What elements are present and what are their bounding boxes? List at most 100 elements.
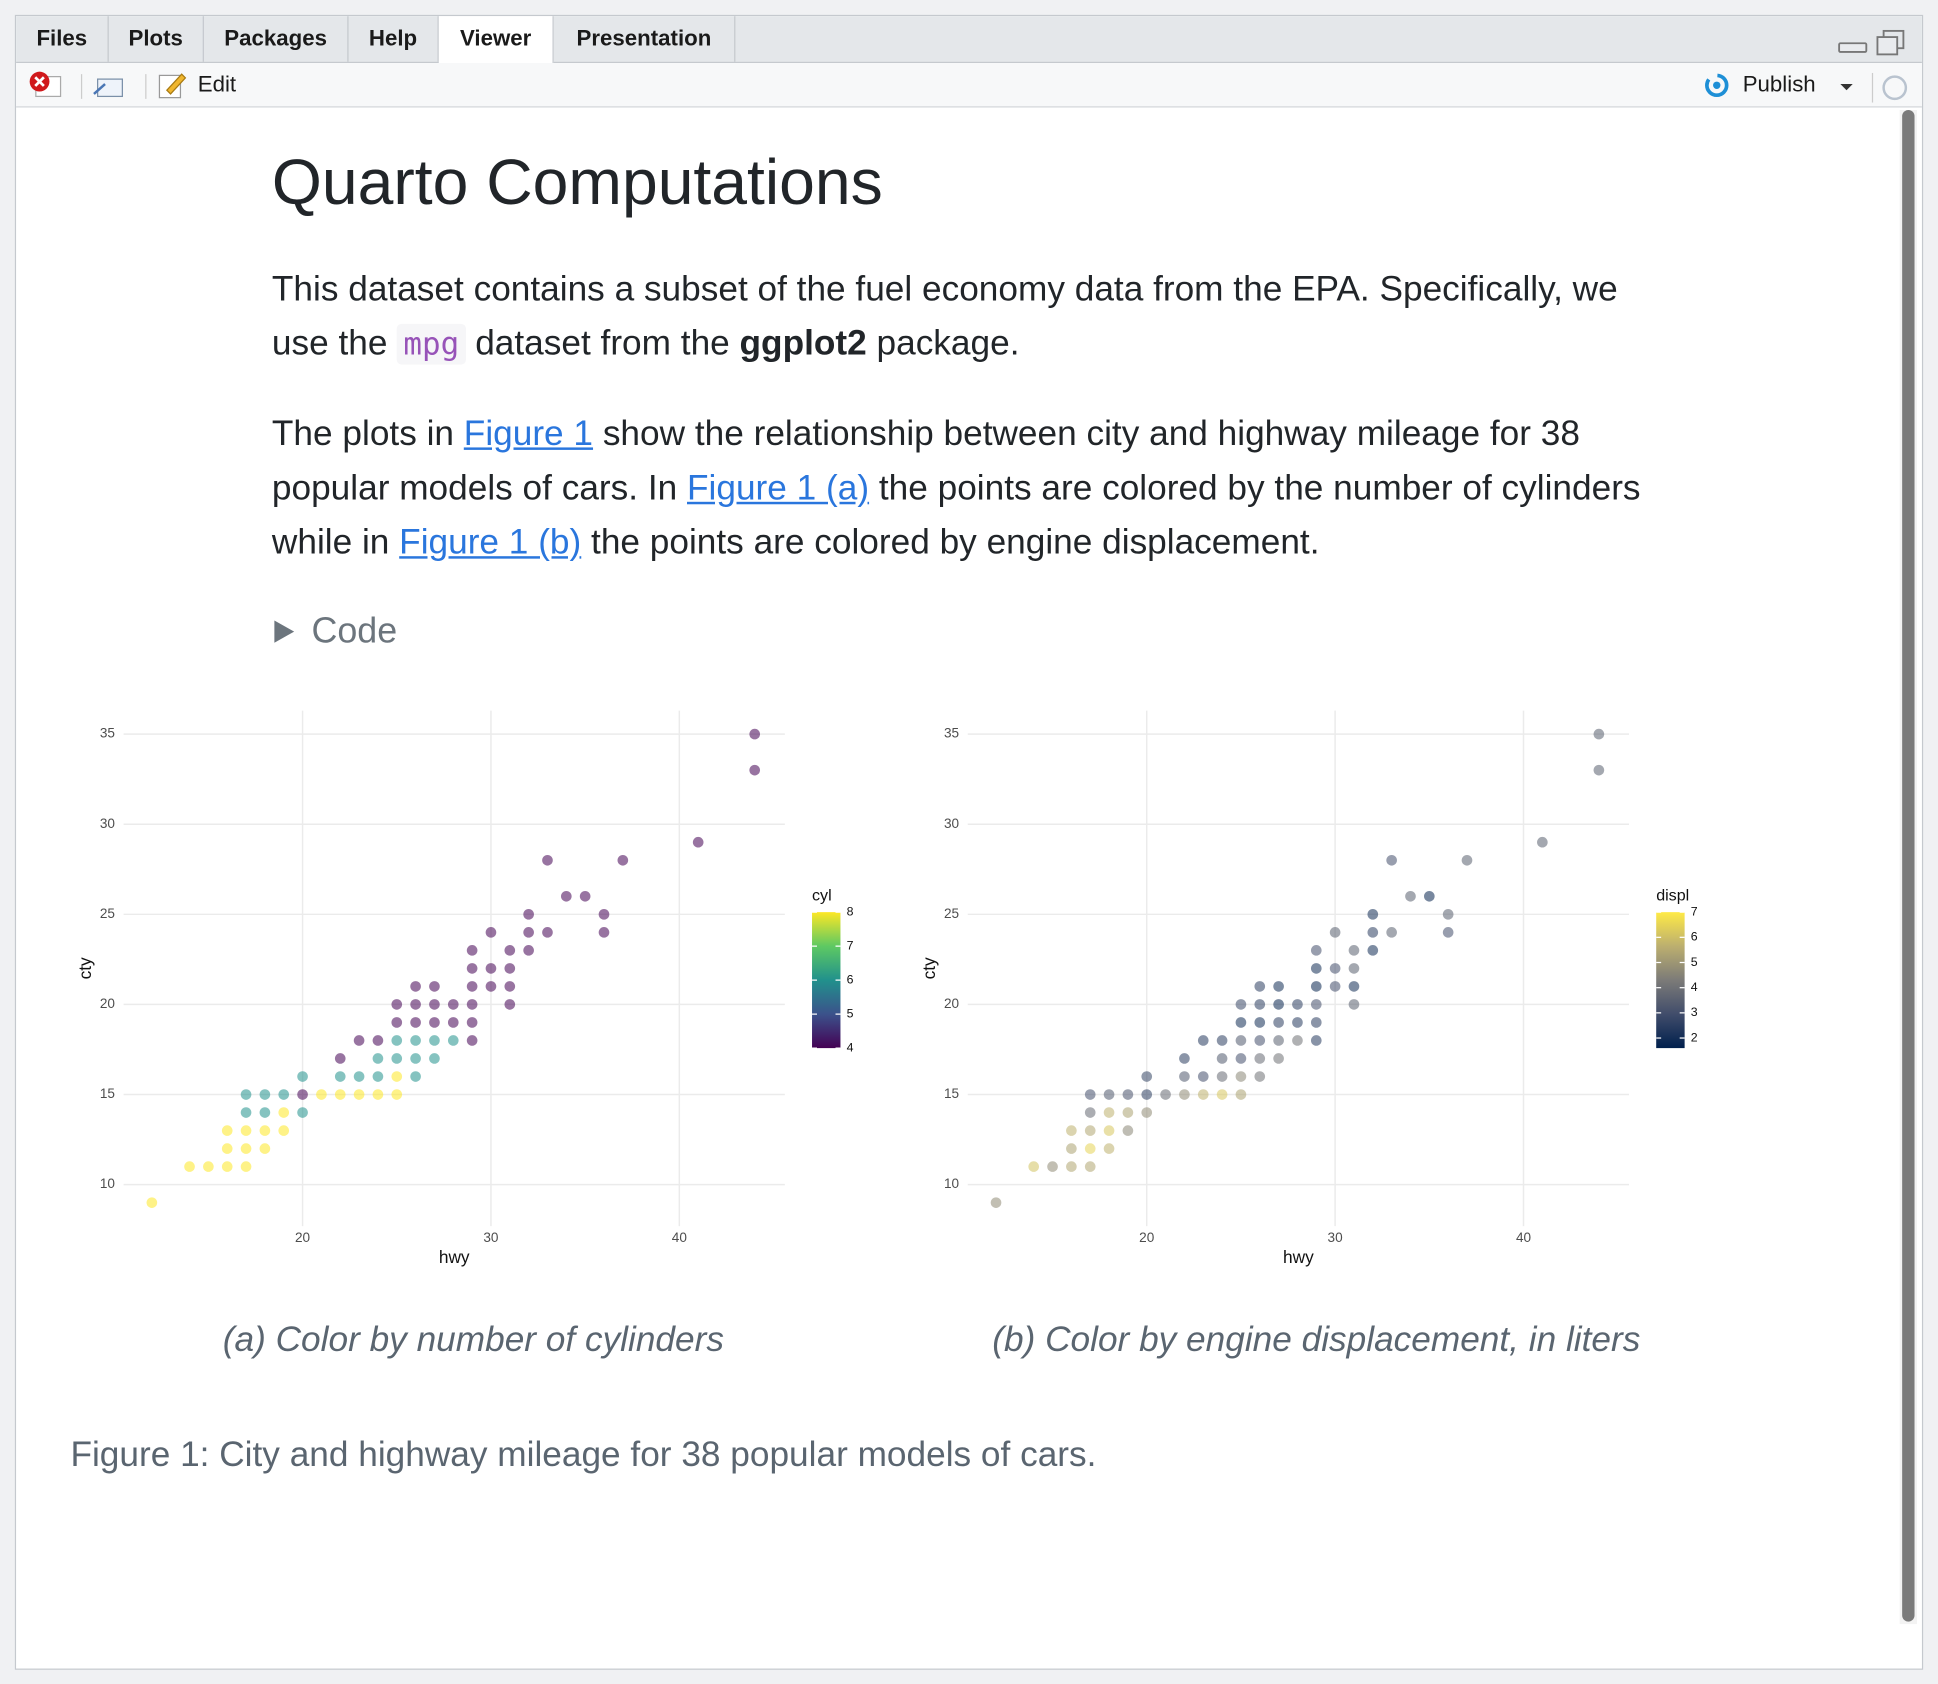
point <box>1122 1107 1134 1118</box>
x-axis-title: hwy <box>439 1247 470 1267</box>
point <box>1310 1017 1322 1028</box>
point <box>1367 909 1379 920</box>
point <box>353 1089 365 1100</box>
y-tick-label: 15 <box>100 1086 115 1101</box>
publish-icon[interactable] <box>1699 70 1734 100</box>
pane: Files Plots Packages Help Viewer Present… <box>14 14 1924 1670</box>
point <box>447 1035 459 1046</box>
point <box>1310 963 1322 974</box>
code-toggle[interactable]: Code <box>272 604 397 658</box>
point <box>391 1017 403 1028</box>
point <box>240 1161 252 1172</box>
point <box>1141 1089 1153 1100</box>
point <box>1235 1071 1247 1082</box>
x-tick-label: 20 <box>1139 1230 1155 1245</box>
point <box>1442 909 1454 920</box>
text: the points are colored by engine displac… <box>581 522 1320 563</box>
window-buttons[interactable] <box>1835 26 1909 58</box>
point <box>1084 1089 1096 1100</box>
point <box>259 1125 271 1136</box>
point <box>297 1089 308 1100</box>
point <box>1066 1125 1077 1136</box>
edit-icon[interactable] <box>157 70 189 100</box>
text: the points are colored by the number of … <box>271 468 1641 563</box>
point <box>466 981 478 992</box>
y-tick-label: 30 <box>944 816 960 831</box>
x-tick-label: 30 <box>1328 1230 1344 1245</box>
point <box>297 1071 308 1082</box>
scrollbar-thumb[interactable] <box>1902 110 1915 1622</box>
toolbar: Edit Publish <box>16 63 1922 108</box>
point <box>372 1071 384 1082</box>
point <box>1310 999 1322 1010</box>
tab[interactable]: Plots <box>109 16 204 62</box>
publish-button[interactable]: Publish <box>1742 71 1816 97</box>
point <box>429 1053 440 1064</box>
point <box>1216 1089 1228 1100</box>
point <box>1235 1017 1247 1028</box>
y-tick-label: 20 <box>944 996 960 1011</box>
point <box>1235 999 1247 1010</box>
inline-code: mpg <box>397 323 466 365</box>
colorbar-tick-label: 6 <box>847 972 854 986</box>
y-axis-title: cty <box>75 957 95 979</box>
point <box>1197 1089 1209 1100</box>
point <box>221 1161 233 1172</box>
point <box>1348 945 1360 956</box>
point <box>1084 1107 1096 1118</box>
link[interactable]: Figure 1 (a) <box>687 468 870 508</box>
edit-button[interactable]: Edit <box>197 71 237 97</box>
point <box>240 1107 252 1118</box>
tab[interactable]: Viewer <box>438 16 554 64</box>
point <box>466 999 478 1010</box>
tab[interactable]: Files <box>16 16 109 62</box>
paragraph: This dataset contains a subset of the fu… <box>272 262 1662 372</box>
point <box>504 999 516 1010</box>
point <box>466 963 478 974</box>
y-tick-label: 10 <box>944 1176 960 1191</box>
point <box>1292 999 1303 1010</box>
point <box>410 1017 421 1028</box>
y-tick-label: 35 <box>100 726 115 741</box>
point <box>523 945 534 956</box>
toolbar-right-icons[interactable] <box>1835 72 1912 103</box>
tab-bar: Files Plots Packages Help Viewer Present… <box>16 16 1922 64</box>
point <box>1254 981 1266 992</box>
tab[interactable]: Help <box>349 16 439 62</box>
point <box>1066 1143 1077 1154</box>
point <box>504 945 516 956</box>
point <box>1273 1035 1284 1046</box>
point <box>429 981 440 992</box>
point <box>1084 1125 1096 1136</box>
point <box>579 890 591 902</box>
tab[interactable]: Packages <box>204 16 349 62</box>
toolbar-icons[interactable] <box>26 69 162 101</box>
point <box>184 1161 195 1172</box>
point <box>372 1089 384 1100</box>
y-axis-title: cty <box>919 957 939 979</box>
link[interactable]: Figure 1 <box>463 414 594 454</box>
point <box>749 728 761 740</box>
point <box>1292 1035 1303 1046</box>
point <box>1160 1089 1171 1100</box>
point <box>749 764 761 776</box>
point <box>1103 1143 1115 1154</box>
point <box>1405 890 1416 902</box>
point <box>334 1071 346 1082</box>
point <box>203 1161 214 1172</box>
point <box>391 1071 403 1082</box>
point <box>429 1035 440 1046</box>
point <box>598 909 610 920</box>
link[interactable]: Figure 1 (b) <box>399 522 582 563</box>
point <box>391 999 403 1010</box>
point <box>1254 1035 1266 1046</box>
point <box>278 1125 290 1136</box>
tab[interactable]: Presentation <box>554 16 736 62</box>
colorbar-tick-label: 3 <box>1691 1005 1698 1019</box>
point <box>1348 963 1360 974</box>
point <box>391 1089 403 1100</box>
point <box>1273 1017 1284 1028</box>
point <box>410 1035 421 1046</box>
